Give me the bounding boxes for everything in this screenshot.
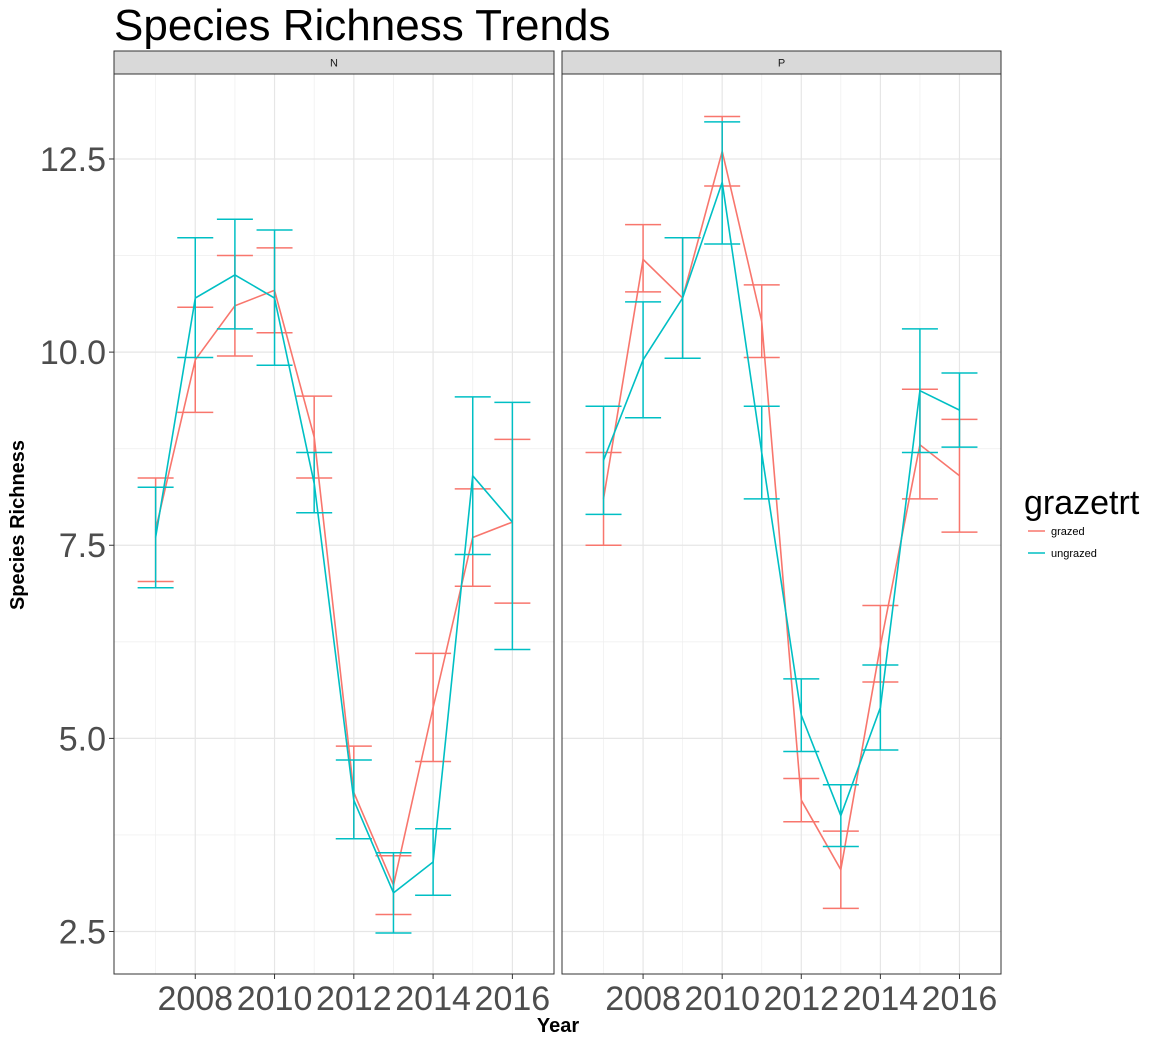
x-tick-label: 2012 xyxy=(763,980,839,1018)
series-line-ungrazed xyxy=(154,273,514,895)
legend: grazetrt grazed ungrazed xyxy=(1024,484,1140,560)
y-tick-label: 10.0 xyxy=(40,334,106,372)
x-tick-label: 2010 xyxy=(237,980,313,1018)
x-tick-label: 2016 xyxy=(922,980,998,1018)
y-tick-label: 7.5 xyxy=(59,527,106,565)
plot-background xyxy=(114,74,554,974)
series-line-ungrazed xyxy=(602,181,960,818)
panel-border xyxy=(561,73,1002,975)
y-tick-label: 2.5 xyxy=(59,914,106,952)
x-tick-label: 2010 xyxy=(684,980,760,1018)
strip-label: P xyxy=(778,58,785,70)
legend-label-grazed: grazed xyxy=(1051,526,1085,538)
y-axis-title: Species Richness xyxy=(7,440,29,610)
x-tick-label: 2008 xyxy=(157,980,233,1018)
chart-title: Species Richness Trends xyxy=(114,1,610,50)
series-ungrazed xyxy=(585,121,978,848)
panel-border xyxy=(113,73,555,975)
series-line-grazed xyxy=(154,289,513,888)
y-tick-label: 5.0 xyxy=(59,720,106,758)
panel-N: N 2008 2010 2012 2014 2016 2.5 5.0 7.5 10.0 12.5 xyxy=(40,50,555,1018)
y-tick-label: 12.5 xyxy=(40,141,106,179)
x-tick-label: 2008 xyxy=(605,980,681,1018)
x-tick-label: 2016 xyxy=(475,980,551,1018)
plot-background xyxy=(562,74,1001,974)
x-tick-label: 2012 xyxy=(316,980,392,1018)
x-tick-label: 2014 xyxy=(843,980,919,1018)
strip-label: N xyxy=(330,58,338,70)
panel-P: P 2008 2010 2012 2014 2016 xyxy=(561,50,1002,1018)
x-tick-label: 2014 xyxy=(395,980,471,1018)
x-axis-title: Year xyxy=(537,1015,579,1037)
legend-title: grazetrt xyxy=(1024,484,1140,522)
legend-label-ungrazed: ungrazed xyxy=(1051,548,1097,560)
series-ungrazed xyxy=(137,218,531,934)
